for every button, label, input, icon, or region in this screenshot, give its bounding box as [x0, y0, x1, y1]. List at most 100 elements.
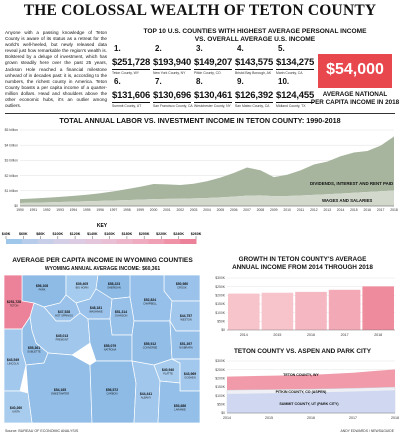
section-divider — [5, 113, 395, 114]
growth-chart-title-line2: ANNUAL INCOME FROM 2014 THROUGH 2018 — [232, 264, 373, 271]
county-name-label: NIOBRARA — [179, 345, 193, 349]
top10-title-line2: VS. OVERALL AVERAGE U.S. INCOME — [194, 36, 316, 43]
county-name-label: SHERIDAN — [107, 285, 121, 289]
rank-number: 8. — [196, 77, 203, 86]
rank-income: $251,728 — [112, 57, 151, 68]
rank-rule — [194, 69, 232, 70]
y-tick-label: $50K — [217, 403, 226, 407]
county-name-label: WESTON — [180, 317, 191, 321]
rank-number: 1. — [114, 44, 121, 53]
rank-county-name: Teton County, WY — [112, 70, 140, 75]
county-name-label: PARK — [39, 287, 46, 291]
county-value-label: $40,260 — [10, 406, 22, 410]
y-tick-label: $300K — [215, 276, 226, 280]
key-swatch — [6, 239, 23, 244]
series-label: TETON COUNTY, WY — [283, 373, 319, 377]
x-tick-label: 2014 — [337, 208, 345, 212]
rank-income: $143,575 — [235, 57, 274, 68]
x-tick-label: 1994 — [70, 208, 78, 212]
series-label-wages: WAGES AND SALARIES — [322, 198, 372, 203]
x-tick-label: 2012 — [310, 208, 318, 212]
top10-county-4: 4. $143,575 Bristol Bay Borough, AK — [235, 44, 275, 75]
rank-rule — [153, 102, 191, 103]
series-wages-area — [20, 190, 394, 206]
county-value-label: $58,223 — [108, 282, 120, 286]
rank-income: $134,275 — [276, 57, 315, 68]
county-name-label: JOHNSON — [115, 313, 128, 317]
y-tick-label: $200K — [215, 377, 226, 381]
x-tick-label: 2013 — [323, 208, 331, 212]
rank-county-name: Westchester County, NY — [194, 103, 231, 108]
rank-number: 10. — [278, 77, 290, 86]
rank-rule — [194, 102, 232, 103]
map-key: KEY $40K $60K $80K $100K $120K $140K $160K $180K… — [2, 223, 202, 244]
county-value-label: $51,397 — [180, 342, 192, 346]
key-swatch — [164, 239, 181, 244]
key-tick-label: $180K — [122, 232, 133, 236]
county-name-label: TETON — [10, 303, 19, 307]
county-name-label: CAMPBELL — [143, 301, 157, 305]
rank-income: $124,455 — [276, 90, 315, 101]
key-tick-label: $200K — [139, 232, 150, 236]
x-tick-label: 2009 — [270, 208, 278, 212]
county-value-label: $54,165 — [54, 388, 66, 392]
county-value-label: $51,314 — [115, 310, 127, 314]
national-income-label: AVERAGE NATIONAL PER CAPITA INCOME IN 20… — [310, 91, 400, 106]
bar — [295, 291, 327, 330]
county-value-label: $44,757 — [180, 314, 192, 318]
bar — [328, 289, 361, 330]
y-tick-label: $3 billion — [5, 159, 18, 163]
rank-county-name: Marin County, CA — [276, 70, 303, 75]
rank-county-name: Pitkin County, CO — [194, 70, 221, 75]
top10-county-9: 9. $126,392 San Mateo County, CA — [235, 77, 275, 108]
x-tick-label: 2018 — [374, 333, 382, 337]
x-tick-label: 1999 — [136, 208, 144, 212]
county-name-label: UINTA — [12, 409, 20, 413]
national-income-value: $54,000 — [326, 61, 384, 78]
key-swatch — [53, 239, 70, 244]
county-value-label: $55,912 — [144, 342, 156, 346]
x-tick-label: 2006 — [230, 208, 238, 212]
page-title: THE COLOSSAL WEALTH OF TETON COUNTY — [23, 2, 377, 19]
key-swatch — [101, 239, 118, 244]
top10-county-8: 8. $130,461 Westchester County, NY — [194, 77, 234, 108]
county-value-label: $45,013 — [56, 334, 68, 338]
x-tick-label: 2015 — [265, 416, 273, 420]
county-niobrara — [169, 320, 201, 360]
rank-county-name: San Mateo County, CA — [235, 103, 270, 108]
county-value-label: $48,181 — [90, 306, 102, 310]
x-tick-label: 1993 — [56, 208, 64, 212]
rank-income: $126,392 — [235, 90, 274, 101]
key-swatch — [85, 239, 102, 244]
county-value-label: $43,549 — [7, 358, 19, 362]
rank-rule — [235, 102, 273, 103]
y-tick-label: $1 billion — [5, 189, 18, 193]
x-tick-label: 1995 — [83, 208, 91, 212]
bar — [228, 293, 260, 330]
county-value-label: $39,405 — [76, 282, 88, 286]
x-tick-label: 2011 — [297, 208, 304, 212]
rank-county-name: Midland County, TX — [276, 103, 306, 108]
key-tick-label: $160K — [104, 232, 115, 236]
county-value-label: $55,079 — [104, 344, 116, 348]
y-tick-label: $2 billion — [5, 174, 18, 178]
series-label-dividends: DIVIDENDS, INTEREST AND RENT PAID — [310, 181, 393, 186]
x-tick-label: 2014 — [240, 333, 248, 337]
national-income-label-line2: PER CAPITA INCOME IN 2018 — [310, 98, 400, 106]
county-name-label: PLATTE — [163, 371, 173, 375]
credit-note: ANDY EDWARDS / NEWS&GUIDE — [340, 429, 394, 433]
county-value-label: $55,361 — [28, 346, 40, 350]
comparison-chart: $0 $50K $100K $150K $200K $250K $300K SUMMIT CO… — [215, 359, 399, 420]
x-tick-label: 2015 — [273, 333, 281, 337]
x-tick-label: 2015 — [350, 208, 358, 212]
growth-bar-chart: $0 $50K $100K $150K $200K $250K $300K 2014 2015 2… — [215, 276, 395, 337]
county-name-label: BIG HORN — [76, 285, 89, 289]
county-name-label: CONVERSE — [143, 345, 158, 349]
county-value-label: $56,108 — [36, 284, 48, 288]
x-tick-label: 1991 — [30, 208, 38, 212]
county-value-label: $53,686 — [174, 404, 186, 408]
x-tick-label: 2016 — [307, 333, 315, 337]
national-income-label-line1: AVERAGE NATIONAL — [322, 91, 388, 98]
x-tick-label: 2016 — [364, 208, 372, 212]
rank-number: 7. — [155, 77, 162, 86]
